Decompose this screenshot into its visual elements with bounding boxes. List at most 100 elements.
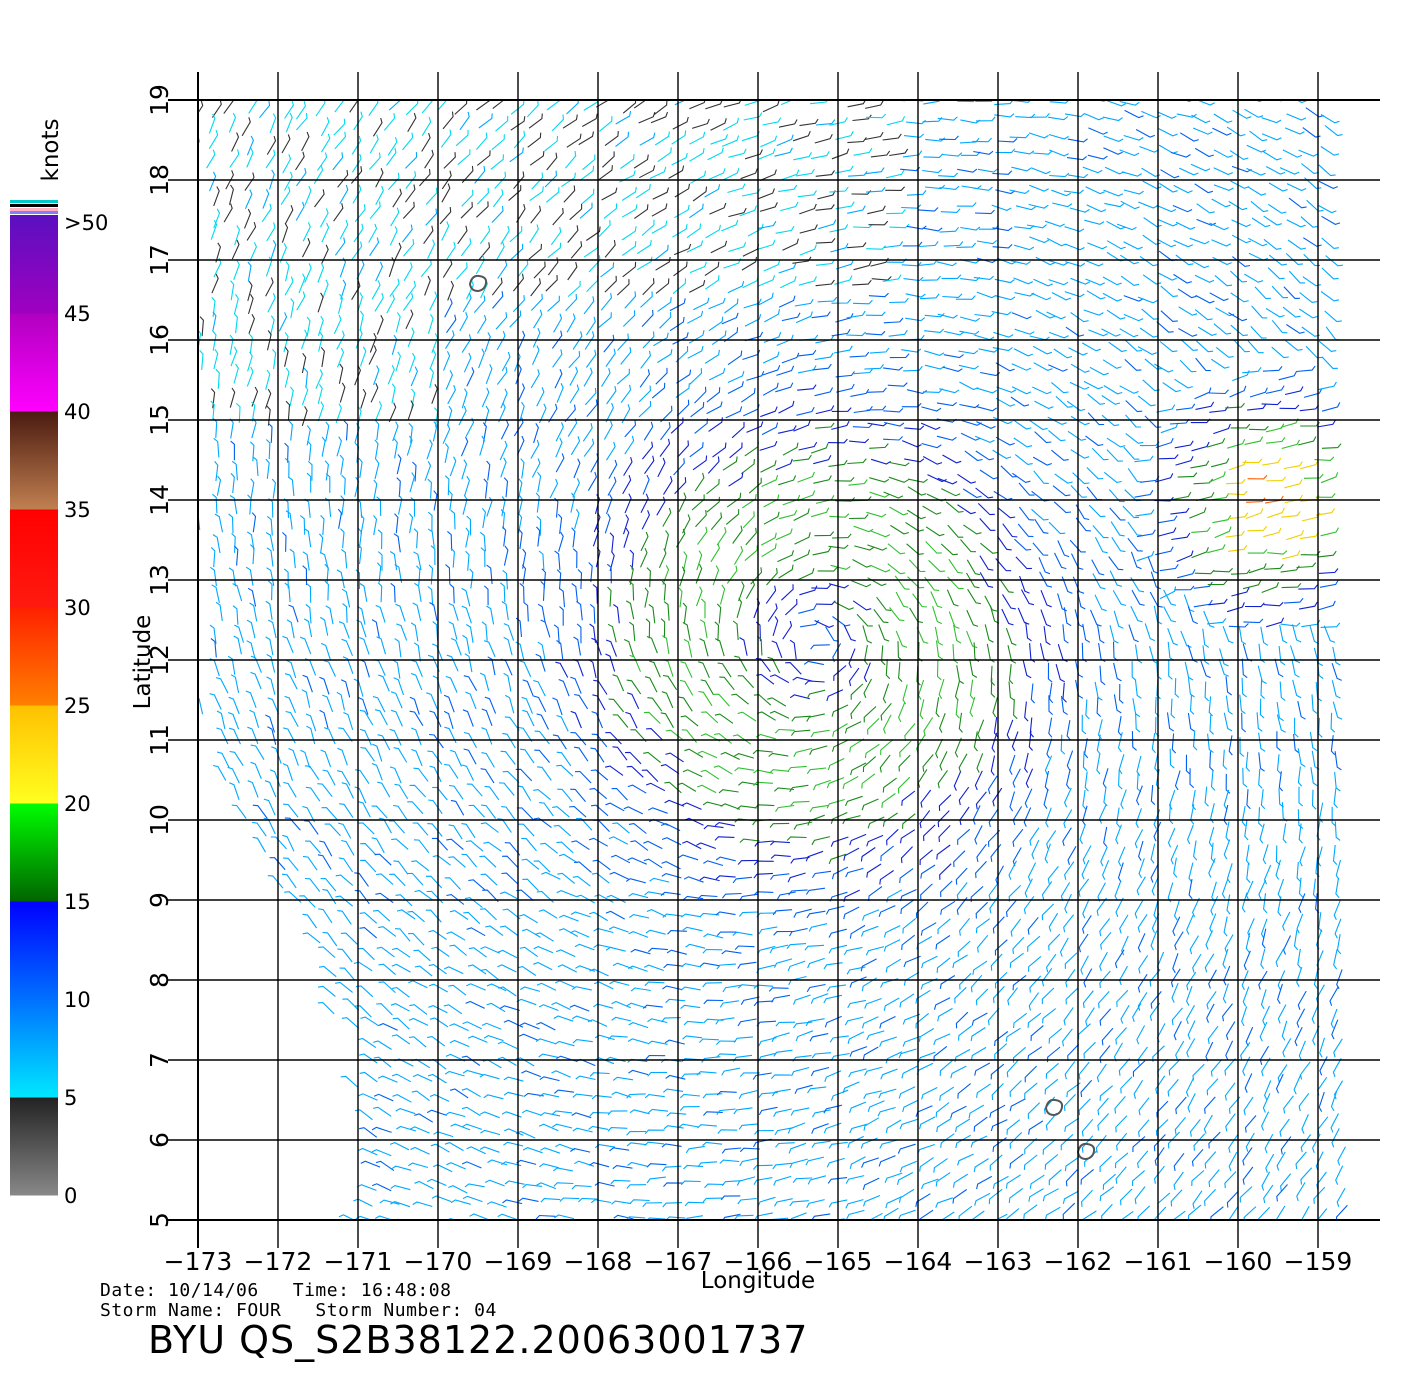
wind-vector (247, 531, 255, 551)
wind-vector (572, 1039, 593, 1044)
wind-vector (1298, 1040, 1306, 1061)
wind-vector (844, 721, 862, 734)
wind-vector (958, 350, 979, 355)
wind-vector (640, 291, 653, 308)
wind-vector (322, 769, 336, 786)
wind-vector (793, 549, 811, 562)
wind-vector (1102, 768, 1109, 789)
wind-vector (662, 635, 670, 655)
wind-vector (1284, 339, 1303, 351)
wind-vector (870, 150, 891, 158)
wind-vector (902, 684, 908, 705)
wind-vector (1132, 1170, 1146, 1186)
wind-vector (919, 1157, 934, 1172)
wind-vector (441, 221, 450, 241)
wind-vector (1099, 951, 1108, 972)
wind-vector (1194, 183, 1214, 194)
colorbar-label: 0 (64, 1184, 77, 1208)
wind-vector (660, 764, 680, 775)
wind-vector (835, 313, 854, 323)
wind-vector (1194, 387, 1212, 400)
wind-vector (829, 186, 849, 193)
wind-vector (612, 822, 630, 834)
wind-vector (1172, 916, 1181, 937)
wind-vector (407, 327, 415, 348)
wind-vector (782, 442, 799, 456)
wind-vector (481, 804, 497, 819)
wind-vector (1288, 197, 1307, 209)
wind-vector (1039, 571, 1053, 588)
wind-vector (924, 328, 945, 333)
wind-vector (1276, 1184, 1288, 1202)
wind-vector (777, 425, 797, 434)
wind-vector (1190, 163, 1211, 172)
wind-vector (1041, 881, 1053, 900)
wind-vector (333, 314, 342, 335)
wind-vector (533, 261, 546, 279)
wind-vector (1030, 1025, 1044, 1041)
wind-vector (1137, 1150, 1149, 1169)
wind-vector (1098, 804, 1107, 824)
wind-vector (339, 803, 354, 819)
wind-vector (285, 112, 293, 133)
wind-vector (1115, 1027, 1128, 1045)
wind-vector (870, 458, 891, 465)
wind-vector (538, 1004, 559, 1012)
wind-vector (987, 829, 1001, 847)
y-tick-label: 5 (145, 1212, 174, 1228)
wind-vector (1334, 100, 1338, 101)
wind-vector (572, 1015, 592, 1022)
wind-vector (462, 1195, 483, 1203)
wind-vector (520, 986, 541, 992)
wind-vector (1082, 1210, 1097, 1220)
wind-vector (486, 1002, 506, 1013)
wind-vector (420, 259, 432, 278)
wind-vector (1116, 1132, 1128, 1151)
wind-vector (1109, 570, 1123, 587)
wind-vector (798, 441, 818, 451)
wind-vector (317, 315, 324, 336)
wind-vector (223, 203, 233, 223)
wind-vector (1207, 544, 1226, 554)
wind-vector (1292, 679, 1302, 699)
wind-vector (919, 849, 933, 866)
wind-vector (959, 259, 981, 264)
wind-vector (630, 948, 651, 955)
wind-vector (956, 882, 968, 901)
wind-vector (1011, 363, 1032, 371)
wind-vector (300, 636, 312, 655)
wind-vector (1193, 599, 1213, 608)
wind-vector (431, 384, 438, 404)
wind-vector (1067, 138, 1088, 143)
wind-vector (318, 965, 337, 978)
wind-vector (689, 261, 707, 274)
wind-vector (1085, 1007, 1095, 1027)
wind-vector (740, 996, 760, 1005)
wind-vector (206, 149, 216, 169)
wind-vector (483, 1094, 504, 1100)
wind-vector (739, 205, 758, 217)
wind-vector (209, 658, 220, 677)
wind-vector (689, 203, 704, 219)
wind-vector (283, 568, 289, 589)
wind-vector (1120, 275, 1140, 286)
wind-vector (870, 564, 891, 573)
wind-vector (251, 386, 259, 407)
wind-vector (499, 440, 508, 461)
wind-vector (995, 295, 1016, 301)
wind-vector (1123, 241, 1143, 250)
wind-vector (476, 150, 491, 166)
wind-vector (763, 494, 780, 508)
wind-vector (368, 345, 377, 365)
wind-vector (1064, 226, 1085, 233)
wind-vector (940, 900, 956, 915)
wind-vector (1048, 1169, 1062, 1186)
wind-vector (569, 384, 580, 404)
wind-vector (426, 1178, 447, 1187)
wind-vector (357, 1037, 377, 1049)
wind-vector (1008, 860, 1017, 880)
wind-vector (1247, 474, 1268, 480)
wind-vector (341, 839, 355, 856)
wind-vector (282, 834, 295, 852)
colorbar-band (10, 901, 58, 1000)
